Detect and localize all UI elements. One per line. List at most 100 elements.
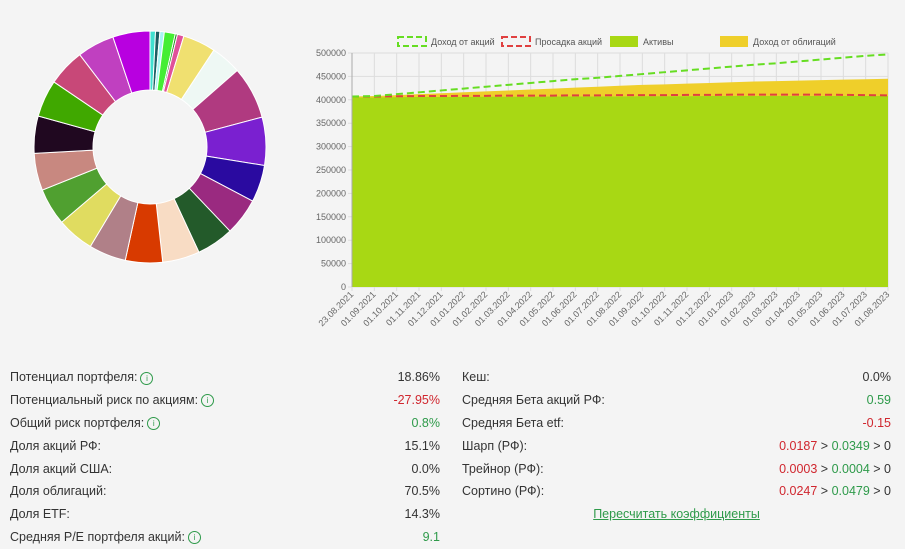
ratio-benchmark: 0.0004 — [831, 461, 870, 476]
stat-value: 15.1% — [404, 438, 440, 453]
stat-label-text: Общий риск портфеля: — [10, 415, 145, 430]
y-tick-label: 400000 — [316, 95, 346, 105]
info-icon[interactable]: i — [147, 417, 161, 431]
legend-label: Активы — [643, 37, 673, 47]
y-tick-label: 450000 — [316, 71, 346, 81]
ratio-row: Сортино (РФ): 0.0247 > 0.0479 > 0 — [462, 480, 891, 503]
ratio-gt: > — [869, 438, 885, 453]
ratio-zero: 0 — [884, 461, 891, 476]
stat-value: 70.5% — [404, 484, 440, 499]
ratio-value: 0.0187 > 0.0349 > 0 — [779, 439, 891, 453]
stat-label: Средняя Бета etf: — [462, 415, 564, 430]
stat-label-text: Потенциальный риск по акциям: — [10, 393, 199, 408]
legend-swatch — [720, 36, 748, 47]
ratio-portfolio: 0.0003 — [779, 461, 818, 476]
ratio-benchmark: 0.0349 — [831, 438, 870, 453]
legend-label: Доход от акций — [431, 37, 495, 47]
stat-label: Доля акций РФ: — [10, 439, 101, 453]
info-icon[interactable]: i — [201, 394, 215, 408]
ratio-row: Шарп (РФ): 0.0187 > 0.0349 > 0 — [462, 434, 891, 457]
portfolio-donut-chart — [33, 30, 267, 264]
stat-label-text: Доля ETF: — [10, 507, 70, 522]
y-tick-label: 250000 — [316, 165, 346, 175]
y-tick-label: 50000 — [321, 259, 346, 269]
legend-swatch — [610, 36, 638, 47]
ratio-gt: > — [817, 461, 832, 476]
y-tick-label: 150000 — [316, 212, 346, 222]
stats-left: Потенциал портфеля: i 18.86% Потенциальный … — [10, 366, 440, 548]
stat-row: Средняя Бета акций РФ: 0.59 — [462, 389, 891, 412]
stat-row: Доля акций РФ: 15.1% — [10, 434, 440, 457]
legend-item[interactable]: Доход от облигаций — [720, 36, 836, 47]
stat-label: Доля акций США: — [10, 462, 112, 476]
stat-label-text: Потенциал портфеля: — [10, 370, 138, 385]
y-tick-label: 300000 — [316, 142, 346, 152]
stats-right: Кеш: 0.0% Средняя Бета акций РФ: 0.59 Средня… — [462, 366, 891, 526]
stat-value: 9.1 — [422, 529, 440, 544]
y-tick-label: 100000 — [316, 235, 346, 245]
ratio-row: Трейнор (РФ): 0.0003 > 0.0004 > 0 — [462, 457, 891, 480]
legend-item[interactable]: Активы — [610, 36, 673, 47]
ratio-label: Трейнор (РФ): — [462, 461, 544, 476]
y-tick-label: 500000 — [316, 48, 346, 58]
ratio-gt: > — [817, 438, 832, 453]
y-tick-label: 350000 — [316, 118, 346, 128]
stat-label: Доля облигаций: — [10, 484, 106, 498]
info-icon[interactable]: i — [140, 371, 154, 385]
ratio-portfolio: 0.0247 — [779, 484, 818, 499]
stat-row: Средняя Бета etf: -0.15 — [462, 412, 891, 435]
recalc-row: Пересчитать коэффициенты — [462, 503, 891, 526]
legend-swatch — [397, 36, 427, 47]
stat-row: Доля облигаций: 70.5% — [10, 480, 440, 503]
series-line-drawdown — [352, 93, 889, 98]
ratio-portfolio: 0.0187 — [779, 438, 818, 453]
legend-swatch — [501, 36, 531, 47]
ratio-label: Сортино (РФ): — [462, 484, 545, 499]
stat-label: Потенциальный риск по акциям: i — [10, 393, 215, 408]
stat-row: Доля акций США: 0.0% — [10, 457, 440, 480]
stat-label-text: Доля акций США: — [10, 461, 113, 476]
stat-value: 0.8% — [411, 415, 441, 430]
ratio-value: 0.0247 > 0.0479 > 0 — [779, 484, 891, 498]
stat-value: 0.0% — [862, 370, 892, 385]
stat-label: Средняя Бета акций РФ: — [462, 393, 605, 408]
ratio-gt: > — [817, 484, 832, 499]
ratio-gt: > — [869, 484, 885, 499]
y-tick-label: 0 — [341, 282, 346, 292]
stat-label: Средняя P/E портфеля акций: i — [10, 529, 201, 545]
ratio-benchmark: 0.0479 — [831, 484, 870, 499]
stat-label: Кеш: — [462, 370, 490, 385]
series-line-stock-income — [351, 53, 889, 98]
legend-label: Просадка акций — [535, 37, 602, 47]
ratio-gt: > — [869, 461, 885, 476]
ratio-zero: 0 — [884, 484, 891, 499]
stat-value: 0.59 — [866, 393, 891, 408]
y-tick-label: 200000 — [316, 188, 346, 198]
portfolio-line-chart: 0 50000 100000 150000 200000 250000 300000 3500… — [316, 36, 891, 328]
stat-row: Общий риск портфеля: i 0.8% — [10, 412, 440, 435]
stat-row: Потенциальный риск по акциям: i -27.95% — [10, 389, 440, 412]
legend-item[interactable]: Доход от акций — [397, 36, 495, 47]
stat-value: -27.95% — [393, 393, 440, 408]
stat-row: Средняя P/E портфеля акций: i 9.1 — [10, 526, 440, 549]
stat-row: Доля ETF: 14.3% — [10, 503, 440, 526]
info-icon[interactable]: i — [187, 531, 201, 545]
stat-row: Кеш: 0.0% — [462, 366, 891, 389]
stat-label: Потенциал портфеля: i — [10, 370, 154, 385]
ratio-zero: 0 — [884, 438, 891, 453]
stat-value: -0.15 — [862, 415, 892, 430]
donut-slice-23[interactable] — [112, 30, 151, 94]
stat-label-text: Средняя P/E портфеля акций: — [10, 529, 185, 544]
stat-label: Общий риск портфеля: i — [10, 415, 161, 431]
series-area-assets — [352, 96, 888, 287]
legend-item[interactable]: Просадка акций — [501, 36, 602, 47]
ratio-value: 0.0003 > 0.0004 > 0 — [779, 462, 891, 476]
stat-value: 14.3% — [404, 507, 440, 522]
stat-value: 0.0% — [411, 461, 441, 476]
recalc-coefficients-link[interactable]: Пересчитать коэффициенты — [593, 507, 760, 522]
legend-label: Доход от облигаций — [753, 37, 836, 47]
stat-label: Доля ETF: — [10, 507, 70, 521]
stat-label-text: Доля акций РФ: — [10, 438, 102, 453]
stat-label-text: Доля облигаций: — [10, 484, 107, 499]
stat-value: 18.86% — [397, 370, 440, 385]
